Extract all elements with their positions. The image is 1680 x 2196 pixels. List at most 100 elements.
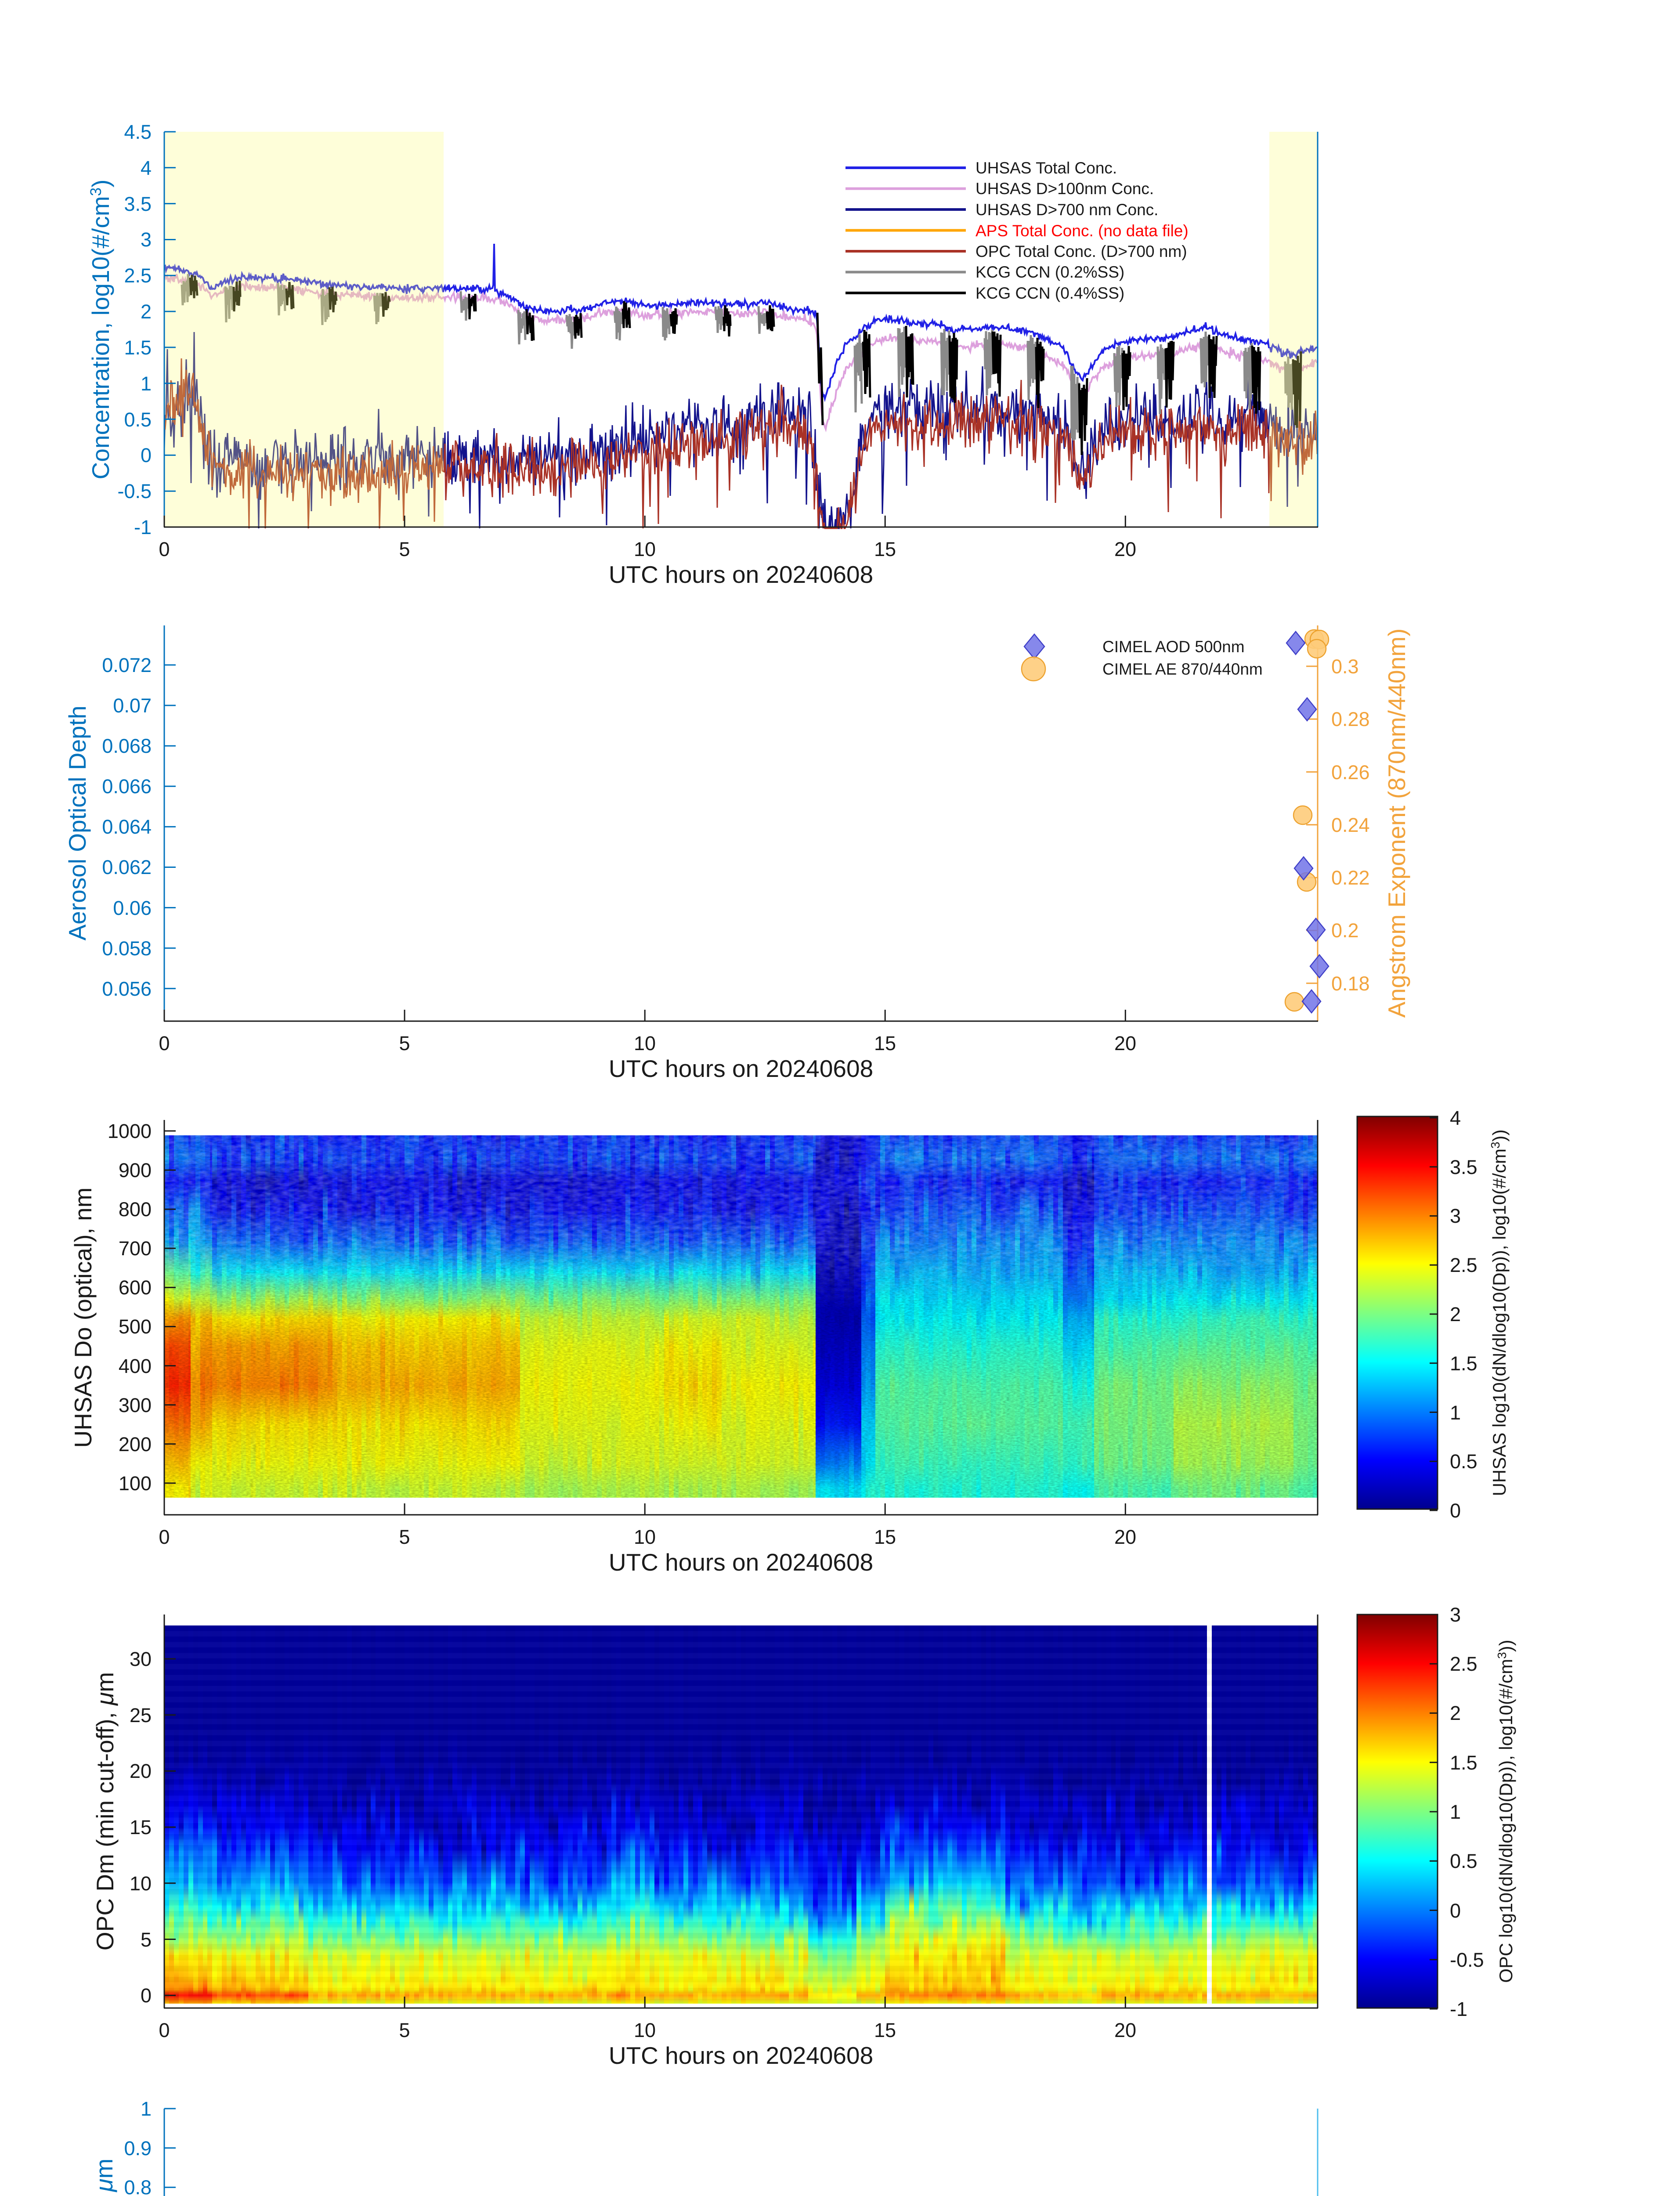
svg-text:UHSAS log10(dN/dlog10(Dp)), lo: UHSAS log10(dN/dlog10(Dp)), log10(#/cm3)… bbox=[1489, 1130, 1510, 1496]
svg-text:Concentration, log10(#/cm3): Concentration, log10(#/cm3) bbox=[87, 180, 114, 480]
svg-text:0.3: 0.3 bbox=[1331, 655, 1359, 678]
svg-text:KCG CCN (0.2%SS): KCG CCN (0.2%SS) bbox=[975, 263, 1124, 281]
svg-text:5: 5 bbox=[399, 538, 410, 560]
svg-text:15: 15 bbox=[874, 538, 896, 560]
svg-text:OPC log10(dN/dlog10(Dp)), log1: OPC log10(dN/dlog10(Dp)), log10(#/cm3)) bbox=[1495, 1640, 1516, 1983]
svg-text:15: 15 bbox=[874, 1032, 896, 1055]
svg-text:10: 10 bbox=[634, 2019, 656, 2041]
svg-text:0.066: 0.066 bbox=[102, 775, 152, 798]
svg-text:4: 4 bbox=[1450, 1107, 1461, 1129]
svg-text:2.5: 2.5 bbox=[1450, 1653, 1478, 1675]
svg-text:2: 2 bbox=[1450, 1702, 1461, 1724]
svg-text:-0.5: -0.5 bbox=[117, 480, 152, 502]
svg-text:1: 1 bbox=[141, 372, 152, 395]
svg-text:400: 400 bbox=[119, 1355, 152, 1377]
svg-text:1: 1 bbox=[141, 2098, 152, 2120]
svg-text:10: 10 bbox=[130, 1872, 152, 1895]
svg-text:UHSAS Total Conc.: UHSAS Total Conc. bbox=[975, 159, 1117, 177]
svg-text:0.28: 0.28 bbox=[1331, 708, 1370, 730]
svg-text:10: 10 bbox=[634, 1032, 656, 1055]
svg-text:0.5: 0.5 bbox=[1450, 1450, 1478, 1473]
svg-text:0: 0 bbox=[1450, 1900, 1461, 1922]
svg-text:0.062: 0.062 bbox=[102, 856, 152, 878]
svg-text:UTC hours on 20240608: UTC hours on 20240608 bbox=[609, 561, 873, 588]
svg-text:3.5: 3.5 bbox=[1450, 1156, 1478, 1178]
svg-text:15: 15 bbox=[130, 1816, 152, 1838]
svg-text:20: 20 bbox=[1114, 1032, 1136, 1055]
svg-text:100: 100 bbox=[119, 1472, 152, 1495]
svg-text:0.18: 0.18 bbox=[1331, 972, 1370, 995]
svg-text:1.5: 1.5 bbox=[1450, 1752, 1478, 1774]
svg-text:5: 5 bbox=[399, 2019, 410, 2041]
svg-text:20: 20 bbox=[130, 1760, 152, 1782]
svg-text:10: 10 bbox=[634, 538, 656, 560]
svg-text:0.058: 0.058 bbox=[102, 937, 152, 960]
svg-text:0.06: 0.06 bbox=[113, 897, 152, 919]
svg-text:10: 10 bbox=[634, 1526, 656, 1548]
svg-text:300: 300 bbox=[119, 1394, 152, 1416]
svg-text:4: 4 bbox=[141, 157, 152, 179]
svg-text:0: 0 bbox=[141, 1984, 152, 2007]
svg-text:3: 3 bbox=[1450, 1205, 1461, 1227]
svg-text:APS Total Conc. (no data file): APS Total Conc. (no data file) bbox=[975, 222, 1189, 240]
svg-text:UHSAS D>100nm Conc.: UHSAS D>100nm Conc. bbox=[975, 180, 1154, 198]
svg-text:0.24: 0.24 bbox=[1331, 814, 1370, 836]
svg-text:0.2: 0.2 bbox=[1331, 919, 1359, 942]
svg-text:KCG CCN (0.4%SS): KCG CCN (0.4%SS) bbox=[975, 284, 1124, 302]
svg-text:20: 20 bbox=[1114, 1526, 1136, 1548]
svg-text:OPC Dm (min cut-off), μm: OPC Dm (min cut-off), μm bbox=[91, 1672, 119, 1950]
svg-text:30: 30 bbox=[130, 1648, 152, 1670]
svg-text:0.8: 0.8 bbox=[124, 2176, 152, 2196]
svg-text:25: 25 bbox=[130, 1704, 152, 1726]
svg-text:-1: -1 bbox=[1450, 1998, 1467, 2020]
svg-text:2: 2 bbox=[1450, 1303, 1461, 1326]
svg-text:0: 0 bbox=[1450, 1499, 1461, 1522]
svg-text:800: 800 bbox=[119, 1198, 152, 1221]
svg-text:15: 15 bbox=[874, 2019, 896, 2041]
svg-text:0.07: 0.07 bbox=[113, 694, 152, 717]
svg-text:0: 0 bbox=[141, 444, 152, 466]
svg-text:1: 1 bbox=[1450, 1401, 1461, 1424]
svg-text:15: 15 bbox=[874, 1526, 896, 1548]
svg-text:2.5: 2.5 bbox=[1450, 1254, 1478, 1276]
svg-text:CIMEL AOD 500nm: CIMEL AOD 500nm bbox=[1102, 638, 1245, 656]
svg-text:20: 20 bbox=[1114, 2019, 1136, 2041]
svg-text:-0.5: -0.5 bbox=[1450, 1949, 1484, 1971]
svg-text:1: 1 bbox=[1450, 1801, 1461, 1823]
svg-text:0.5: 0.5 bbox=[124, 408, 152, 431]
svg-text:APS Da (aerodynamic), μm: APS Da (aerodynamic), μm bbox=[90, 2159, 118, 2196]
svg-text:OPC Total Conc. (D>700 nm): OPC Total Conc. (D>700 nm) bbox=[975, 242, 1187, 260]
svg-text:0: 0 bbox=[159, 1526, 170, 1548]
svg-text:-1: -1 bbox=[134, 516, 152, 538]
svg-text:0.5: 0.5 bbox=[1450, 1850, 1478, 1872]
svg-text:0.068: 0.068 bbox=[102, 735, 152, 757]
svg-text:0: 0 bbox=[159, 538, 170, 560]
svg-text:Aerosol Optical Depth: Aerosol Optical Depth bbox=[64, 706, 91, 941]
svg-text:0.056: 0.056 bbox=[102, 978, 152, 1000]
svg-text:200: 200 bbox=[119, 1433, 152, 1456]
svg-text:0.9: 0.9 bbox=[124, 2137, 152, 2160]
svg-text:600: 600 bbox=[119, 1276, 152, 1299]
svg-text:3: 3 bbox=[141, 228, 152, 251]
svg-text:CIMEL AE 870/440nm: CIMEL AE 870/440nm bbox=[1102, 660, 1263, 678]
svg-text:UHSAS D>700 nm Conc.: UHSAS D>700 nm Conc. bbox=[975, 201, 1158, 219]
svg-text:0.26: 0.26 bbox=[1331, 761, 1370, 784]
svg-text:0.072: 0.072 bbox=[102, 654, 152, 676]
svg-text:UTC hours on 20240608: UTC hours on 20240608 bbox=[609, 1549, 873, 1576]
svg-text:20: 20 bbox=[1114, 538, 1136, 560]
svg-text:1.5: 1.5 bbox=[124, 336, 152, 359]
svg-text:3: 3 bbox=[1450, 1604, 1461, 1626]
svg-text:5: 5 bbox=[399, 1032, 410, 1055]
svg-text:900: 900 bbox=[119, 1159, 152, 1181]
svg-text:UHSAS Do (optical), nm: UHSAS Do (optical), nm bbox=[69, 1188, 97, 1448]
svg-text:3.5: 3.5 bbox=[124, 193, 152, 215]
svg-text:2.5: 2.5 bbox=[124, 264, 152, 287]
svg-text:1000: 1000 bbox=[108, 1120, 152, 1142]
svg-text:1.5: 1.5 bbox=[1450, 1352, 1478, 1375]
svg-text:4.5: 4.5 bbox=[124, 121, 152, 143]
svg-text:5: 5 bbox=[399, 1526, 410, 1548]
svg-text:0: 0 bbox=[159, 2019, 170, 2041]
svg-text:0.22: 0.22 bbox=[1331, 867, 1370, 889]
svg-text:UTC hours on 20240608: UTC hours on 20240608 bbox=[609, 2042, 873, 2069]
svg-text:2: 2 bbox=[141, 300, 152, 323]
